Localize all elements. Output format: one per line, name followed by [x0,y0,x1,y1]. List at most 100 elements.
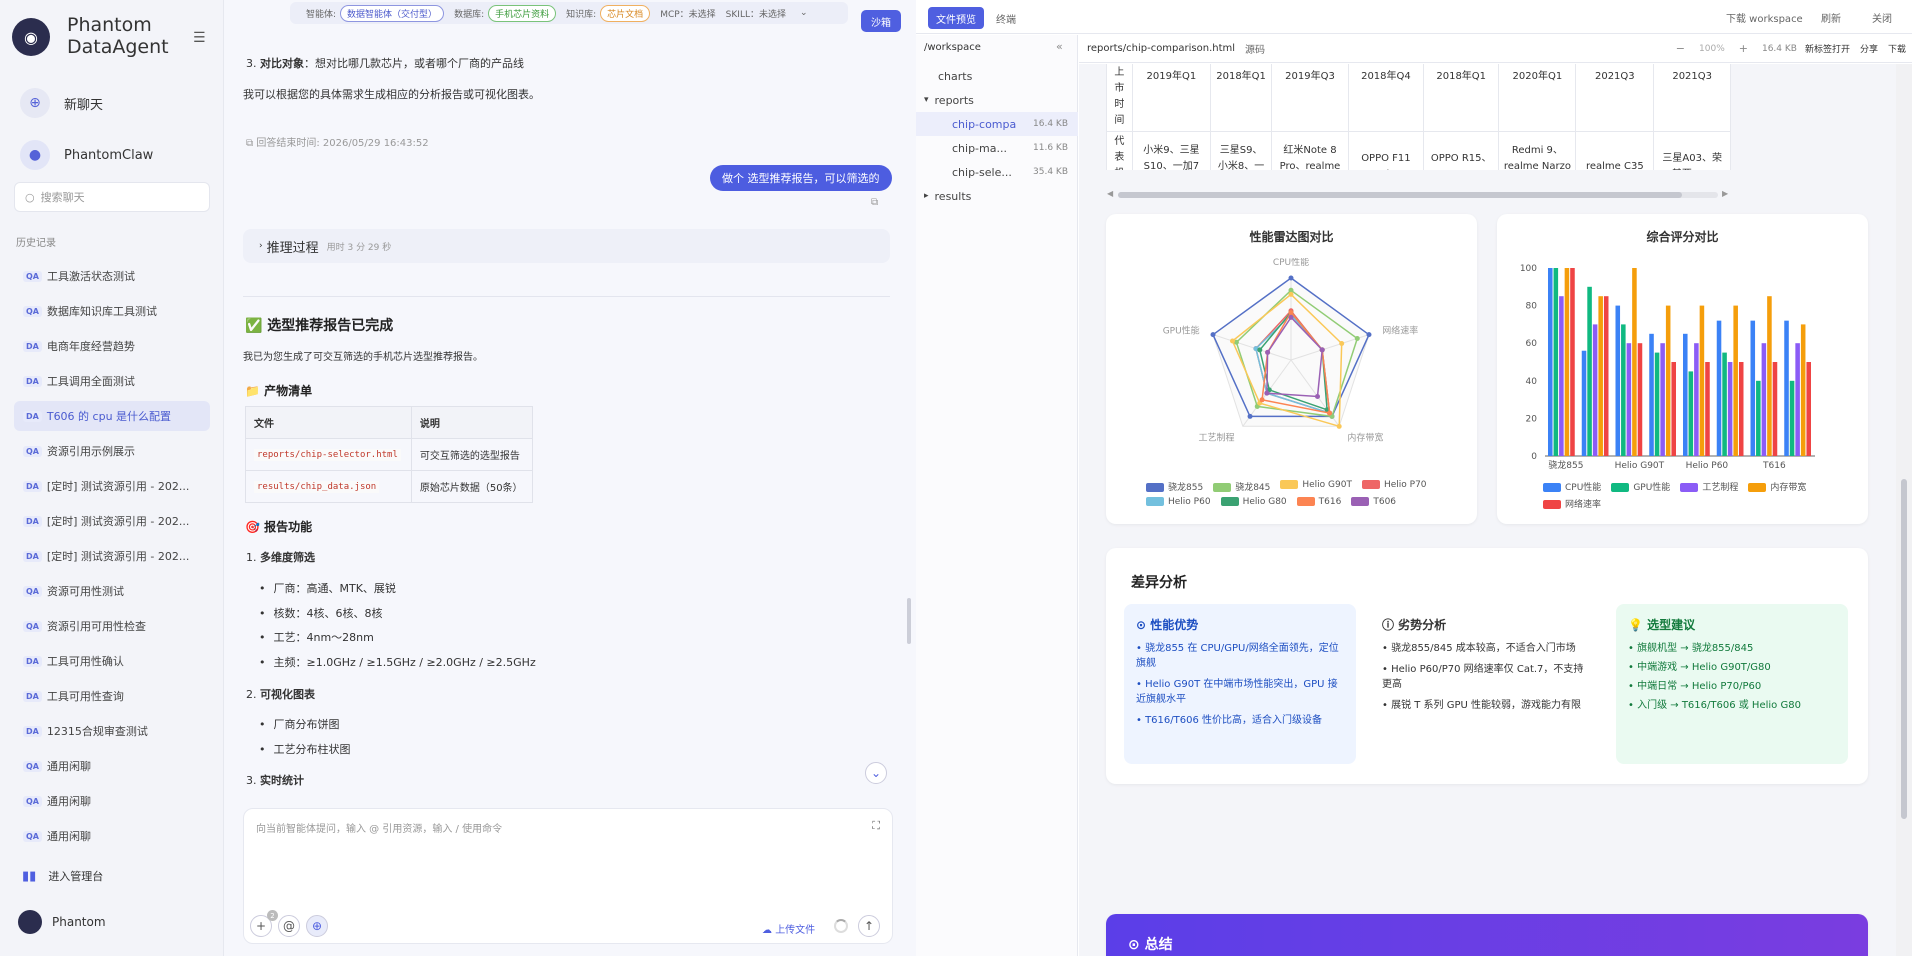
legend-item[interactable]: Helio P70 [1361,480,1427,493]
send-button[interactable]: ↑ [858,915,880,937]
reasoning-toggle[interactable]: › 推理过程 用时 3 分 29 秒 [243,229,890,263]
admin-icon: ▮▮ [22,868,37,884]
tree-item[interactable]: ▸ results [916,184,1078,208]
history-item[interactable]: DA 工具可用性查询 [14,681,210,711]
copy-message-icon[interactable]: ⧉ [871,197,879,208]
search-chat-input[interactable]: ○ 搜索聊天 [14,182,210,212]
legend-item[interactable]: 骁龙845 [1213,480,1270,493]
history-item[interactable]: QA 通用闲聊 [14,821,210,851]
agent-pill[interactable]: 数据智能体（交付型） [340,4,445,22]
close-button[interactable]: 关闭 [1872,14,1892,25]
user-profile[interactable]: Phantom [18,910,106,934]
user-name: Phantom [52,915,106,929]
search-icon: ○ [25,190,35,204]
history-item[interactable]: DA 电商年度经营趋势 [14,331,210,361]
list-item: 厂商分布饼图 [259,716,340,732]
history-item[interactable]: DA 工具调用全面测试 [14,366,210,396]
phantomclaw-button[interactable]: ● PhantomClaw [20,140,210,170]
legend-item[interactable]: 骁龙855 [1146,480,1203,493]
file-link[interactable]: reports/chip-selector.html [254,449,401,461]
bar [1750,320,1756,456]
zoom-out-button[interactable]: − [1675,42,1686,55]
tab-terminal[interactable]: 终端 [996,15,1016,26]
mention-button[interactable]: @ [278,915,300,937]
open-new-tab-button[interactable]: 新标签打开 [1804,45,1850,55]
add-attachment-button[interactable]: + [250,915,272,937]
history-item[interactable]: DA [定时] 测试资源引用 - 202... [14,541,210,571]
legend-item[interactable]: Helio G90T [1280,480,1352,493]
preview-scrollbar[interactable] [1896,64,1912,956]
chat-input[interactable]: 向当前智能体提问，输入 @ 引用资源，输入 / 使用命令 ⛶ + 2 @ ⊕ ☁… [243,808,893,944]
sandbox-button[interactable]: 沙箱 [861,10,901,32]
admin-console-button[interactable]: ▮▮ 进入管理台 [22,868,103,884]
list-item: 厂商：高通、MTK、展锐 [259,580,396,596]
legend-item[interactable]: 网络速率 [1543,497,1601,510]
legend-item[interactable]: Helio G80 [1220,497,1287,507]
db-pill[interactable]: 手机芯片资料 [488,4,557,22]
tree-item[interactable]: charts [916,64,1078,88]
x-tick-label: 骁龙855 [1548,459,1583,471]
history-item[interactable]: DA 12315合规审查测试 [14,716,210,746]
legend-item[interactable]: CPU性能 [1543,480,1601,493]
legend-item[interactable]: 内存带宽 [1748,480,1806,493]
new-chat-button[interactable]: ⊕ 新聊天 [20,88,210,118]
copy-icon[interactable]: ⧉ [246,138,257,149]
history-item[interactable]: QA 通用闲聊 [14,751,210,781]
scroll-right-icon[interactable]: ▶ [1722,189,1729,198]
scroll-left-icon[interactable]: ◀ [1107,189,1114,198]
radar-axis-label: GPU性能 [1163,324,1200,336]
chevron-down-icon[interactable]: ⌄ [799,8,808,18]
share-button[interactable]: 分享 [1859,45,1878,55]
history-item[interactable]: QA 通用闲聊 [14,786,210,816]
legend-item[interactable]: T616 [1296,497,1341,507]
bar [1756,380,1761,456]
tab-file-preview[interactable]: 文件预览 [928,7,984,29]
history-item[interactable]: DA T606 的 cpu 是什么配置 [14,401,210,431]
bar-chart-card: 综合评分对比 0 20 40 60 80 100 骁龙855 Helio G90T Helio … [1497,214,1868,524]
history-tag: DA [23,690,42,702]
history-item[interactable]: QA 数据库知识库工具测试 [14,296,210,326]
bar [1665,305,1671,456]
zoom-in-button[interactable]: + [1738,42,1748,55]
history-item[interactable]: QA 资源可用性测试 [14,576,210,606]
source-toggle[interactable]: 源码 [1245,45,1266,56]
history-item[interactable]: DA 工具可用性确认 [14,646,210,676]
history-item[interactable]: QA 资源引用可用性检查 [14,611,210,641]
tree-item[interactable]: ▾ reports [916,88,1078,112]
collapse-tree-icon[interactable]: « [1056,40,1063,53]
horizontal-scrollbar[interactable] [1118,192,1718,198]
download-workspace-button[interactable]: 下载 workspace [1726,14,1803,25]
web-search-button[interactable]: ⊕ [306,915,328,937]
file-link[interactable]: results/chip_data.json [254,481,380,493]
history-item[interactable]: QA 资源引用示例展示 [14,436,210,466]
legend-item[interactable]: 工艺制程 [1680,480,1738,493]
radar-point [1319,347,1325,353]
history-item[interactable]: DA [定时] 测试资源引用 - 202... [14,471,210,501]
legend-item[interactable]: T606 [1351,497,1396,507]
history-item[interactable]: DA [定时] 测试资源引用 - 202... [14,506,210,536]
history-item[interactable]: QA 工具激活状态测试 [14,261,210,291]
tree-item[interactable]: chip-compa 16.4 KB [916,112,1078,136]
expand-icon[interactable]: ⛶ [872,819,880,832]
refresh-button[interactable]: 刷新 [1821,14,1841,25]
mcp-label[interactable]: MCP：未选择 [660,9,716,20]
tree-item[interactable]: chip-ma... 11.6 KB [916,136,1078,160]
collapse-sidebar-icon[interactable]: ☰ [193,30,206,46]
kb-pill[interactable]: 芯片文档 [600,4,651,22]
skill-label[interactable]: SKILL：未选择 [725,9,786,20]
chat-scrollbar[interactable] [907,598,911,644]
radar-point [1210,332,1216,338]
table-cell: 2021Q3 [1575,64,1655,132]
radar-point [1288,314,1294,320]
table-row: 上市时间 2019年Q1 2018年Q1 2019年Q3 2018年Q4 2018年Q1 2… [1106,64,1731,132]
tree-item[interactable]: chip-sele... 35.4 KB [916,160,1078,184]
download-button[interactable]: 下载 [1887,45,1906,55]
preview-scrollbar-thumb[interactable] [1901,479,1907,819]
upload-file-button[interactable]: ☁ 上传文件 [762,925,816,936]
legend-item[interactable]: GPU性能 [1611,480,1670,493]
legend-item[interactable]: Helio P60 [1146,497,1211,507]
scroll-down-button[interactable]: ⌄ [865,762,887,784]
input-placeholder: 向当前智能体提问，输入 @ 引用资源，输入 / 使用命令 [256,824,503,835]
scrollbar-thumb[interactable] [1118,192,1682,198]
legend-label: CPU性能 [1565,483,1602,493]
